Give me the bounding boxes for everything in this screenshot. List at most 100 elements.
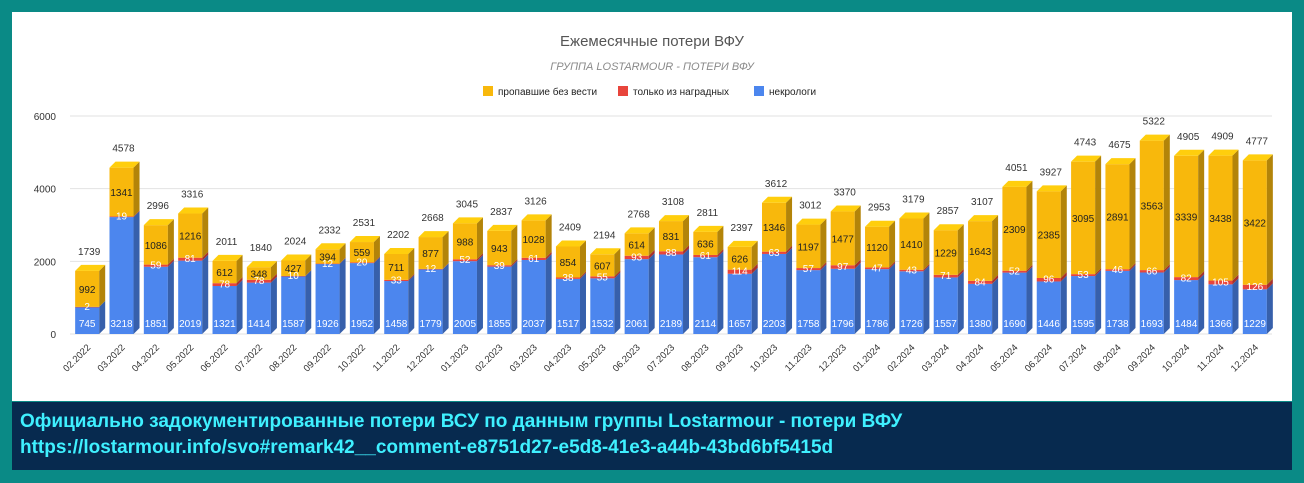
x-tick-label: 06.2024 [1023,342,1055,374]
data-label-awards: 78 [253,276,265,287]
bar-side [1095,270,1102,334]
data-label-obituaries: 1446 [1038,319,1061,330]
legend: пропавшие без вести только из наградных … [483,86,816,98]
bar-segment [1139,272,1164,334]
data-label-awards: 46 [1112,265,1124,276]
data-label-total: 2953 [868,203,891,214]
bar-side [820,218,827,269]
bar-segment [1036,191,1061,278]
bar-side [511,260,518,334]
bar-top [1036,185,1067,192]
bar-top [178,207,209,214]
bar-side [202,254,209,334]
bar-side [476,217,483,260]
data-label-obituaries: 1758 [797,319,820,330]
bar-segment [521,257,546,260]
bar-side [1095,268,1102,277]
data-label-awards: 53 [1078,270,1090,281]
bar-segment [1002,186,1027,271]
bar-side [854,259,861,269]
bar-segment [487,230,512,266]
bar-side [442,263,449,334]
bar-side [133,211,140,334]
bar-top [1071,155,1102,162]
bar-segment [727,269,752,274]
data-label-obituaries: 1855 [488,319,511,330]
data-label-awards: 61 [528,254,540,265]
bar-side [992,277,999,334]
bar-side [889,263,896,334]
data-label-missing: 1028 [523,235,546,246]
x-tick-label: 04.2023 [542,342,574,374]
bar-side [270,261,277,280]
data-label-awards: 12 [322,259,334,270]
bar-side [1129,263,1136,271]
data-label-total: 3179 [902,194,925,205]
data-label-awards: 33 [391,275,403,286]
data-label-missing: 3095 [1072,214,1095,225]
bar-segment [178,260,203,334]
bar-side [751,263,758,274]
x-tick-label: 01.2023 [439,342,471,374]
data-label-missing: 992 [79,285,96,296]
data-label-awards: 55 [597,272,609,283]
bar-side [1198,271,1205,281]
bar-segment [1208,280,1233,285]
bar-side [408,275,415,334]
bar-side [717,251,724,334]
bar-side [751,240,758,270]
bar-side [373,257,380,334]
data-label-total: 3108 [662,197,685,208]
data-label-missing: 427 [285,264,302,275]
bar-segment [899,271,924,334]
data-label-missing: 607 [594,261,611,272]
bar-side [1198,274,1205,334]
caption-link[interactable]: https://lostarmour.info/svo#remark42__co… [20,437,834,458]
data-label-obituaries: 1926 [316,319,339,330]
data-label-obituaries: 2037 [523,319,546,330]
data-label-obituaries: 1229 [1244,319,1267,330]
bar-side [545,214,552,258]
data-label-obituaries: 1952 [351,319,374,330]
bar-top [143,219,174,226]
x-tick-label: 02.2022 [61,342,93,374]
bar-side [1163,266,1170,334]
bar-segment [1242,160,1267,285]
data-label-total: 4051 [1005,163,1028,174]
bar-top [1174,149,1205,156]
bar-segment [75,270,100,307]
bar-segment [349,242,374,263]
data-label-total: 1739 [78,247,101,258]
bar-top [521,214,552,221]
bar-side [854,262,861,334]
bar-segment [968,221,993,281]
data-label-total: 3012 [799,201,822,212]
y-tick-label: 0 [50,330,56,341]
bar-segment [418,269,443,334]
bar-segment [624,255,649,260]
chart-panel: Ежемесячные потери ВФУ ГРУППА LOSTARMOUR… [12,12,1292,401]
data-label-missing: 2891 [1106,213,1129,224]
bar-segment [933,230,958,275]
data-label-awards: 52 [1009,267,1021,278]
bar-side [373,256,380,264]
bar-segment [452,261,477,334]
data-label-awards: 47 [871,263,883,274]
bar-side [1060,185,1067,278]
x-tick-label: 03.2024 [920,342,952,374]
bar-top [452,217,483,224]
bar-top [281,254,312,261]
bar-side [957,224,964,275]
bar-side [99,264,106,307]
bar-side [339,257,346,265]
bar-side [1232,278,1239,334]
bar-side [1060,271,1067,282]
bar-segment [1036,277,1061,282]
bar-top [933,224,964,231]
data-label-awards: 20 [356,258,368,269]
data-label-total: 5322 [1143,117,1166,128]
bar-side [648,249,655,260]
data-label-obituaries: 1595 [1072,319,1095,330]
bar-segment [933,274,958,278]
bar-top [487,224,518,231]
